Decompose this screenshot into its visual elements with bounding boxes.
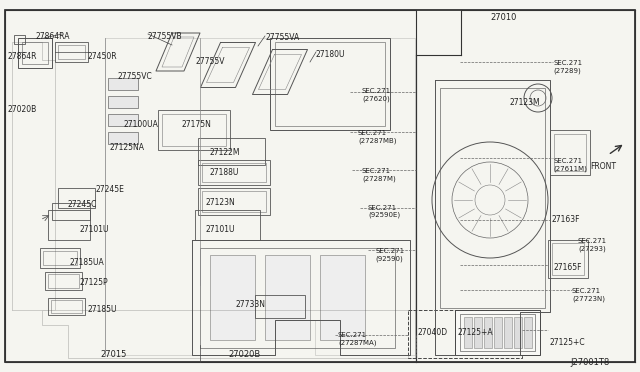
Bar xyxy=(55,42,88,62)
Bar xyxy=(5,10,416,362)
Text: 27755VA: 27755VA xyxy=(265,33,300,42)
Text: 27123N: 27123N xyxy=(205,198,235,207)
Bar xyxy=(265,255,310,340)
Text: SEC.271
(92590E): SEC.271 (92590E) xyxy=(368,205,400,218)
Bar xyxy=(550,130,590,175)
Bar xyxy=(474,317,482,348)
Text: SEC.271
(27611M): SEC.271 (27611M) xyxy=(553,158,587,171)
Bar xyxy=(48,274,79,288)
Bar xyxy=(455,310,540,355)
Text: 27020B: 27020B xyxy=(228,350,260,359)
Bar xyxy=(108,78,138,90)
Bar xyxy=(45,272,82,290)
Bar xyxy=(48,210,90,240)
Text: 27188U: 27188U xyxy=(210,168,239,177)
Text: 27245E: 27245E xyxy=(96,185,125,194)
Text: 27755V: 27755V xyxy=(195,57,225,66)
Bar xyxy=(195,210,260,240)
Text: 27245C: 27245C xyxy=(68,200,97,209)
Text: 27101U: 27101U xyxy=(205,225,234,234)
Bar xyxy=(48,298,85,315)
Bar xyxy=(464,317,472,348)
Text: 27163F: 27163F xyxy=(551,215,579,224)
Text: 27175N: 27175N xyxy=(182,120,212,129)
Bar xyxy=(43,251,77,265)
Text: 27101U: 27101U xyxy=(80,225,109,234)
Text: 27125+A: 27125+A xyxy=(458,328,493,337)
Text: 27864R: 27864R xyxy=(8,52,38,61)
Text: SEC.271
(27287MB): SEC.271 (27287MB) xyxy=(358,130,397,144)
Text: 27125+C: 27125+C xyxy=(549,338,584,347)
Text: 27010: 27010 xyxy=(490,13,516,22)
Bar xyxy=(198,188,270,215)
Text: 27733N: 27733N xyxy=(235,300,265,309)
Bar xyxy=(14,35,25,44)
Bar xyxy=(440,88,545,308)
Bar xyxy=(210,255,255,340)
Bar xyxy=(108,114,138,126)
Bar xyxy=(524,317,532,348)
Bar xyxy=(408,310,522,358)
Bar xyxy=(504,317,512,348)
Text: SEC.271
(27293): SEC.271 (27293) xyxy=(578,238,607,251)
Text: SEC.271
(27287M): SEC.271 (27287M) xyxy=(362,168,396,182)
Text: SEC.271
(27620): SEC.271 (27620) xyxy=(362,88,391,102)
Bar xyxy=(22,42,48,64)
Text: 27180U: 27180U xyxy=(316,50,346,59)
Bar xyxy=(320,255,365,340)
Text: 27015: 27015 xyxy=(100,350,126,359)
Bar xyxy=(552,243,584,275)
Bar xyxy=(202,163,266,182)
Bar xyxy=(198,138,265,165)
Text: 27864RA: 27864RA xyxy=(35,32,70,41)
Text: 27185UA: 27185UA xyxy=(70,258,105,267)
Text: 27122M: 27122M xyxy=(210,148,241,157)
Text: SEC.271
(27723N): SEC.271 (27723N) xyxy=(572,288,605,301)
Bar xyxy=(52,203,90,220)
Text: 27185U: 27185U xyxy=(88,305,118,314)
Bar xyxy=(158,110,230,150)
Bar xyxy=(108,96,138,108)
Bar xyxy=(58,188,95,208)
Text: 27755VC: 27755VC xyxy=(118,72,153,81)
Bar xyxy=(270,38,390,130)
Text: 27125P: 27125P xyxy=(80,278,109,287)
Text: SEC.271
(92590): SEC.271 (92590) xyxy=(375,248,404,262)
Text: 27040D: 27040D xyxy=(418,328,448,337)
Text: 27165F: 27165F xyxy=(554,263,582,272)
Text: 27125NA: 27125NA xyxy=(110,143,145,152)
Text: 27450R: 27450R xyxy=(88,52,118,61)
Bar xyxy=(198,160,270,185)
Bar xyxy=(108,132,138,144)
Bar xyxy=(548,240,588,278)
Bar xyxy=(162,114,226,146)
Bar xyxy=(494,317,502,348)
Bar xyxy=(40,248,80,268)
Bar xyxy=(554,134,586,171)
Bar xyxy=(18,38,52,68)
Bar xyxy=(255,295,305,318)
Text: SEC.271
(27287MA): SEC.271 (27287MA) xyxy=(338,332,376,346)
Text: SEC.271
(27289): SEC.271 (27289) xyxy=(553,60,582,74)
Text: 27100UA: 27100UA xyxy=(123,120,158,129)
Text: FRONT: FRONT xyxy=(590,162,616,171)
Text: 27020B: 27020B xyxy=(8,105,37,114)
Bar xyxy=(202,191,266,212)
Text: J27001T8: J27001T8 xyxy=(570,358,609,367)
Bar xyxy=(484,317,492,348)
Bar xyxy=(58,45,85,59)
Bar xyxy=(514,317,522,348)
Bar xyxy=(51,300,82,313)
Bar xyxy=(200,248,395,348)
Bar xyxy=(275,42,385,126)
Text: 27123M: 27123M xyxy=(510,98,541,107)
Text: 27755VB: 27755VB xyxy=(148,32,182,41)
Bar xyxy=(460,314,535,351)
